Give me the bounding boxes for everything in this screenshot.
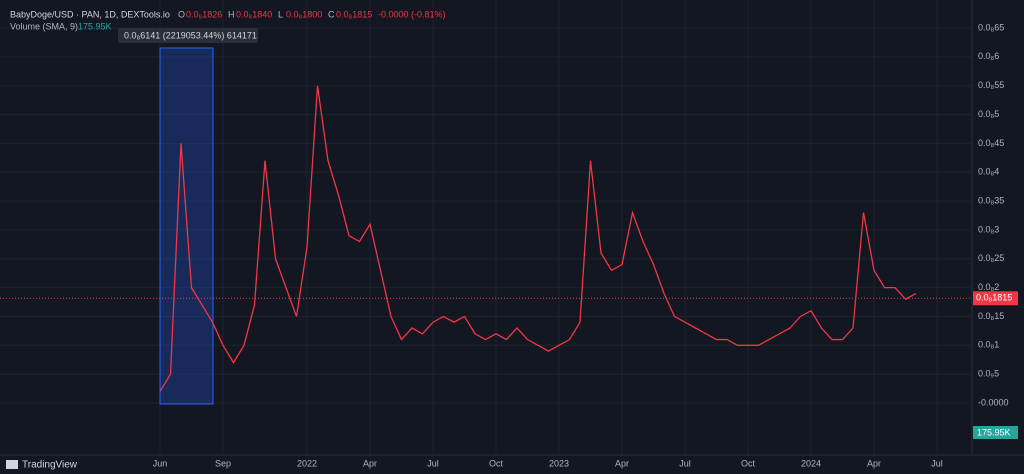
ohlc-key: C bbox=[328, 9, 335, 19]
volume-value: 175.95K bbox=[78, 21, 112, 31]
ohlc-key: H bbox=[228, 9, 235, 19]
x-tick-label: 2024 bbox=[801, 458, 821, 468]
x-tick-label: Jul bbox=[931, 458, 943, 468]
last-price-badge bbox=[973, 291, 1018, 306]
y-tick-label: 0.0₈3 bbox=[978, 224, 999, 234]
y-tick-label: 0.0₈4 bbox=[978, 167, 999, 177]
x-tick-label: 2023 bbox=[549, 458, 569, 468]
y-tick-label: 0.0₈45 bbox=[978, 138, 1004, 148]
tooltip: 0.0₈6141 (2219053.44%) 614171 bbox=[124, 30, 257, 40]
x-tick-label: Oct bbox=[741, 458, 756, 468]
x-tick-label: Jul bbox=[679, 458, 691, 468]
y-tick-label: 0.0₈15 bbox=[978, 311, 1004, 321]
x-tick-label: Oct bbox=[489, 458, 504, 468]
y-tick-label: 0.0₉5 bbox=[978, 369, 999, 379]
y-tick-label: 0.0₈65 bbox=[978, 22, 1004, 32]
ohlc-value: 0.0₈1826 bbox=[186, 9, 222, 19]
x-tick-label: Jul bbox=[427, 458, 439, 468]
ohlc-value: 0.0₈1840 bbox=[236, 9, 272, 19]
y-tick-label: -0.0000 bbox=[978, 397, 1009, 407]
last-price-label: 0.0₈1815 bbox=[976, 293, 1012, 303]
x-tick-label: 2022 bbox=[297, 458, 317, 468]
ohlc-value: 0.0₈1815 bbox=[336, 9, 372, 19]
x-tick-label: Apr bbox=[363, 458, 377, 468]
y-tick-label: 0.0₈35 bbox=[978, 195, 1004, 205]
header: BabyDoge/USD · PAN, 1D, DEXTools.io Volu… bbox=[10, 9, 170, 31]
title: BabyDoge/USD · PAN, 1D, DEXTools.io bbox=[10, 9, 170, 19]
x-tick-label: Jun bbox=[153, 458, 168, 468]
y-tick-label: 0.0₈5 bbox=[978, 109, 999, 119]
volume-badge-label: 175.95K bbox=[977, 427, 1011, 437]
x-tick-label: Apr bbox=[615, 458, 629, 468]
price-line bbox=[159, 85, 917, 392]
volume-badge bbox=[973, 426, 1018, 439]
y-tick-label: 0.0₈1 bbox=[978, 340, 999, 350]
volume-label: Volume (SMA, 9) bbox=[10, 21, 78, 31]
y-tick-label: 0.0₈2 bbox=[978, 282, 999, 292]
tooltip-bg bbox=[118, 28, 258, 43]
brand-logo bbox=[6, 460, 18, 469]
ohlc-key: O bbox=[178, 9, 185, 19]
y-tick-label: 0.0₈55 bbox=[978, 80, 1004, 90]
brand: TradingView bbox=[22, 460, 78, 471]
change: -0.0000 (-0.81%) bbox=[378, 9, 446, 19]
y-tick-label: 0.0₈6 bbox=[978, 51, 999, 61]
x-tick-label: Apr bbox=[867, 458, 881, 468]
ohlc-key: L bbox=[278, 9, 283, 19]
x-tick-label: Sep bbox=[215, 458, 231, 468]
y-tick-label: 0.0₈25 bbox=[978, 253, 1004, 263]
ohlc-value: 0.0₈1800 bbox=[286, 9, 322, 19]
